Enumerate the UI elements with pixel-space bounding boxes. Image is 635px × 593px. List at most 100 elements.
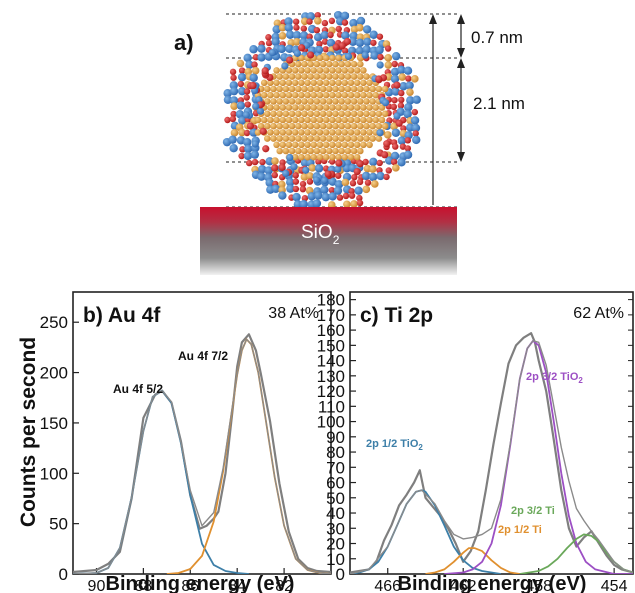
atom [314, 86, 321, 93]
atom [270, 135, 277, 142]
atom [382, 111, 389, 118]
atom [338, 73, 345, 80]
atom [292, 67, 299, 74]
atom [289, 98, 296, 105]
atom [332, 148, 339, 155]
atom [383, 174, 389, 180]
atom [323, 129, 330, 136]
atom [377, 33, 383, 39]
atom [342, 104, 349, 111]
atom [311, 80, 318, 87]
atom [311, 117, 318, 124]
atom [295, 148, 302, 155]
atom [290, 163, 297, 170]
atom [382, 86, 389, 93]
atom [377, 54, 383, 60]
atom [397, 158, 405, 166]
atom [342, 129, 349, 136]
atom [295, 111, 302, 118]
atom [332, 123, 339, 130]
atom [345, 148, 352, 155]
atom [354, 142, 361, 149]
atom [298, 44, 305, 51]
atom [292, 129, 299, 136]
atom [273, 104, 280, 111]
atom [273, 67, 280, 74]
atom [354, 67, 361, 74]
atom [326, 123, 333, 130]
atom [298, 117, 305, 124]
atom [259, 159, 265, 165]
atom [329, 104, 336, 111]
y-tick-label: 50 [49, 515, 68, 534]
atom [354, 186, 362, 194]
atom [335, 159, 342, 166]
atom [292, 80, 299, 87]
atom [376, 111, 383, 118]
atom [398, 97, 404, 103]
atom [329, 129, 336, 136]
atom [411, 116, 419, 124]
atom [276, 98, 283, 105]
atom [295, 123, 302, 130]
atom [317, 154, 324, 161]
atom [329, 67, 336, 74]
atom [307, 98, 314, 105]
atom [376, 172, 384, 180]
atom [362, 186, 370, 194]
atom [336, 26, 342, 32]
atom [357, 200, 363, 206]
measured-curve [73, 334, 331, 572]
atom [381, 151, 388, 158]
atom [398, 73, 406, 81]
atom [245, 101, 251, 107]
atom [317, 104, 324, 111]
atom [320, 73, 327, 80]
shell-arrow [457, 14, 465, 58]
atom [247, 122, 254, 129]
x-axis-label: Binding energy (eV) [106, 573, 295, 593]
atom [281, 62, 288, 69]
atom [332, 135, 339, 142]
atom [283, 86, 290, 93]
atom [273, 142, 280, 149]
atom [383, 140, 390, 147]
atom [366, 92, 373, 99]
atom [286, 80, 293, 87]
atom [396, 120, 403, 127]
height-arrow [429, 14, 437, 205]
atom [276, 73, 283, 80]
atom [314, 111, 321, 118]
atom [329, 18, 335, 24]
y-tick-label: 100 [40, 464, 68, 483]
atom [323, 55, 330, 62]
atom [385, 61, 393, 69]
atom [357, 148, 364, 155]
atom [286, 142, 293, 149]
atom [286, 92, 293, 99]
atom [326, 73, 333, 80]
atom [354, 92, 361, 99]
atom [271, 157, 279, 165]
atom [271, 164, 278, 171]
y-tick-label: 150 [40, 414, 68, 433]
atom [307, 111, 314, 118]
atom [257, 44, 265, 52]
atom [280, 129, 287, 136]
chart-au4f: 90 88 86 84 82050100150200250 b) Au 4f 38 At… [40, 292, 331, 593]
atom [301, 111, 308, 118]
atom [246, 160, 252, 166]
atom [320, 111, 327, 118]
plot-curves [73, 334, 331, 574]
atom [230, 69, 236, 75]
atom [270, 123, 277, 130]
atom [357, 61, 364, 68]
atom [382, 99, 389, 106]
atom [404, 151, 412, 159]
atom [317, 117, 324, 124]
atom [385, 45, 391, 51]
atom [332, 73, 339, 80]
atom [260, 128, 267, 135]
atom [283, 123, 290, 130]
atom [311, 67, 318, 74]
